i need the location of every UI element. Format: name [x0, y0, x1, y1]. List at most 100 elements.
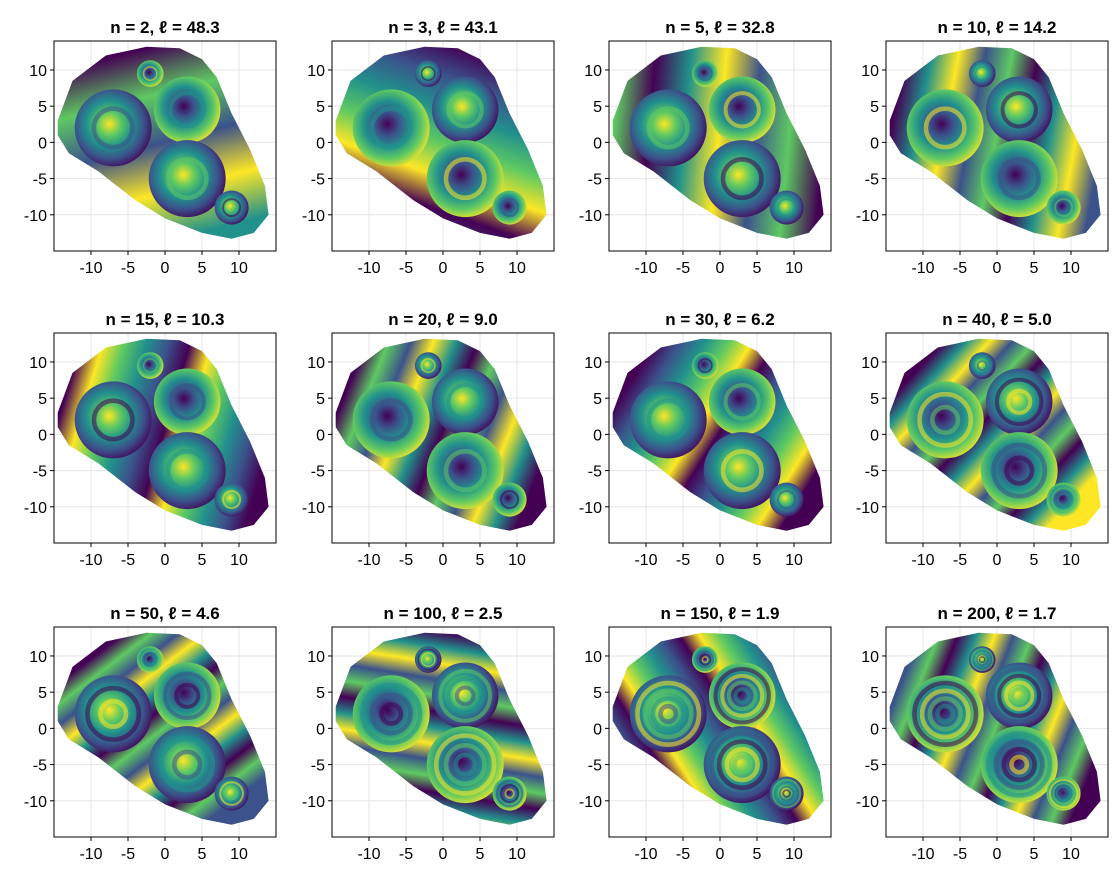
disc-ring: [1059, 789, 1069, 798]
disc-region: [414, 60, 442, 87]
disc-region: [492, 190, 527, 225]
x-tick-label: 0: [439, 552, 448, 569]
y-tick-label: 5: [593, 99, 602, 116]
y-tick-label: 5: [870, 685, 879, 702]
y-tick-label: 10: [861, 63, 879, 80]
x-tick-label: -5: [953, 846, 967, 863]
x-tick-label: -10: [357, 260, 380, 277]
panel-9: -10 -5 0 5 10 -10 -5 0 5 10 n = 50, ℓ = 4.6: [24, 604, 277, 863]
disc-ring: [972, 355, 992, 376]
disc-ring: [144, 654, 156, 665]
y-tick-label: -5: [865, 758, 879, 775]
x-tick-label: 10: [785, 846, 803, 863]
disc-ring: [976, 653, 989, 666]
x-tick-label: 10: [230, 260, 248, 277]
x-tick-label: 0: [161, 552, 170, 569]
disc-ring: [777, 490, 797, 510]
panel-title: n = 100, ℓ = 2.5: [384, 604, 503, 623]
disc-ring: [720, 157, 764, 201]
disc-region: [153, 76, 221, 144]
disc-ring: [935, 703, 956, 724]
y-tick-label: 0: [593, 721, 602, 738]
disc-ring: [917, 391, 974, 448]
panel-1: -10 -5 0 5 10 -10 -5 0 5 10 n = 2, ℓ = 48.3: [24, 18, 277, 277]
y-tick-label: 0: [316, 427, 325, 444]
disc-ring: [222, 198, 242, 218]
x-tick-label: 5: [198, 260, 207, 277]
disc-ring: [1056, 492, 1071, 507]
disc-region: [703, 432, 781, 510]
x-tick-label: -5: [121, 552, 135, 569]
y-tick-label: -10: [302, 500, 325, 517]
disc-region: [148, 140, 226, 218]
x-tick-label: 0: [439, 260, 448, 277]
disc-ring: [142, 358, 158, 374]
y-tick-label: 0: [38, 135, 47, 152]
disc-ring: [699, 653, 712, 666]
disc-ring: [98, 698, 129, 730]
disc-ring: [446, 383, 484, 421]
disc-ring: [1010, 687, 1028, 705]
x-tick-label: 5: [198, 552, 207, 569]
disc-ring: [453, 752, 478, 777]
y-tick-label: -5: [33, 758, 47, 775]
disc-ring: [159, 736, 216, 793]
y-tick-label: -10: [856, 500, 879, 517]
x-tick-label: 0: [993, 846, 1002, 863]
disc-ring: [693, 648, 717, 672]
y-tick-label: -10: [302, 208, 325, 225]
y-tick-label: 10: [29, 63, 47, 80]
disc-ring: [991, 442, 1048, 499]
panel-title: n = 2, ℓ = 48.3: [110, 18, 219, 37]
y-tick-label: -5: [311, 758, 325, 775]
disc-ring: [369, 106, 413, 150]
x-tick-label: 10: [508, 846, 526, 863]
disc-region: [968, 646, 996, 673]
y-tick-label: 10: [861, 355, 879, 372]
disc-ring: [417, 648, 439, 671]
x-tick-label: 10: [1062, 846, 1080, 863]
y-tick-label: 5: [870, 99, 879, 116]
x-tick-label: 0: [161, 260, 170, 277]
y-tick-label: 5: [593, 685, 602, 702]
disc-ring: [165, 449, 209, 493]
y-tick-label: -5: [311, 172, 325, 189]
x-tick-label: -5: [676, 846, 690, 863]
y-tick-label: 10: [307, 63, 325, 80]
y-tick-label: 10: [29, 649, 47, 666]
disc-ring: [990, 667, 1048, 725]
panel-title: n = 5, ℓ = 32.8: [665, 18, 774, 37]
x-tick-label: 5: [1030, 846, 1039, 863]
y-tick-label: 5: [593, 391, 602, 408]
x-tick-label: 10: [1062, 260, 1080, 277]
disc-ring: [500, 198, 520, 218]
disc-ring: [172, 749, 203, 780]
disc-ring: [642, 688, 694, 740]
y-tick-label: -5: [33, 464, 47, 481]
x-tick-label: -10: [911, 260, 934, 277]
y-tick-label: 10: [584, 63, 602, 80]
disc-region: [769, 482, 804, 517]
disc-ring: [454, 685, 476, 707]
disc-ring: [446, 91, 484, 129]
disc-region: [629, 89, 707, 167]
x-tick-label: 0: [993, 260, 1002, 277]
x-tick-label: -10: [911, 846, 934, 863]
y-tick-label: -5: [588, 758, 602, 775]
y-tick-label: -10: [302, 794, 325, 811]
disc-ring: [646, 398, 690, 442]
x-tick-label: -10: [911, 552, 934, 569]
disc-ring: [434, 733, 497, 796]
disc-ring: [720, 673, 765, 718]
disc-ring: [1004, 455, 1035, 486]
disc-ring: [696, 650, 714, 669]
disc-ring: [782, 789, 792, 798]
x-tick-label: 5: [476, 846, 485, 863]
x-tick-label: 0: [993, 552, 1002, 569]
disc-region: [769, 190, 804, 225]
panel-12: -10 -5 0 5 10 -10 -5 0 5 10 n = 200, ℓ = 1.7: [856, 604, 1109, 863]
x-tick-label: 10: [508, 552, 526, 569]
x-tick-label: -10: [634, 260, 657, 277]
disc-ring: [978, 656, 986, 664]
x-tick-label: 10: [230, 552, 248, 569]
